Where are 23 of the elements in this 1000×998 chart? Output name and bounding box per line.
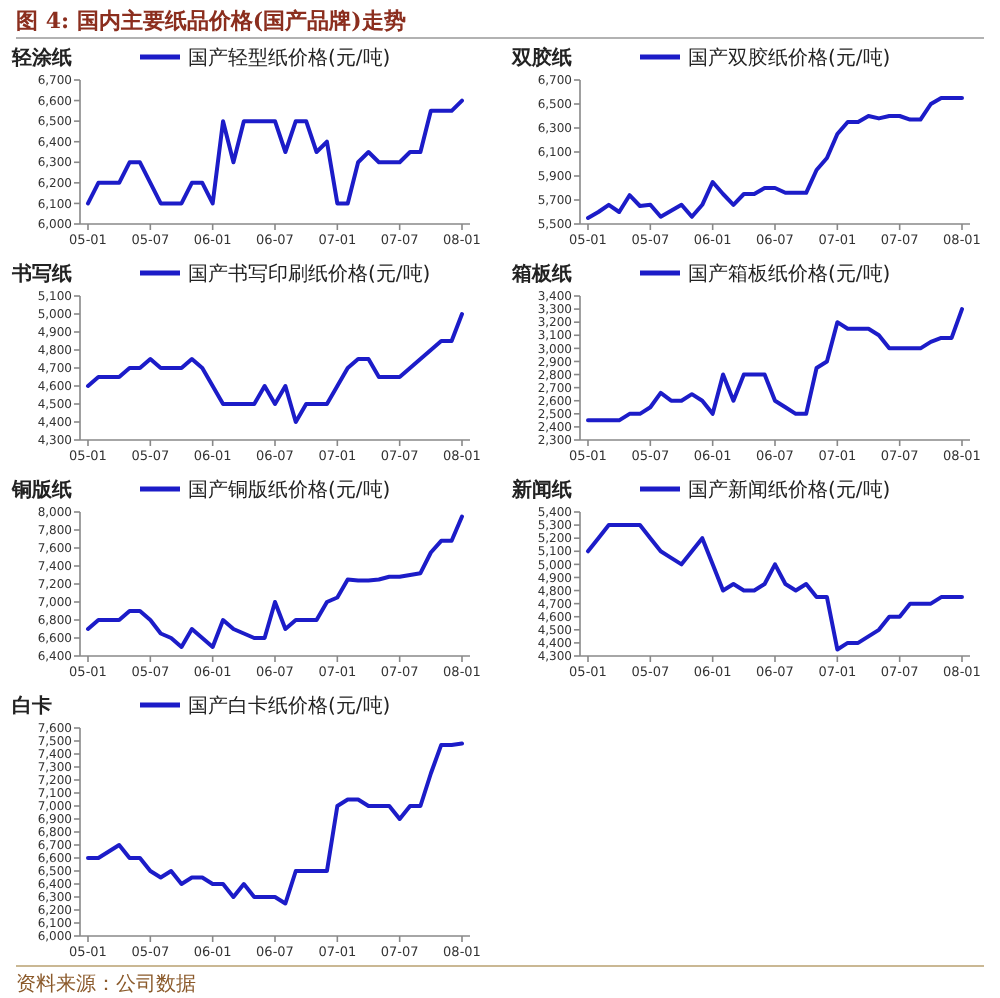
chart-title: 双胶纸 xyxy=(510,46,572,70)
line-series xyxy=(586,96,964,220)
legend-label: 国产箱板纸价格(元/吨) xyxy=(688,262,891,286)
line-series xyxy=(86,514,464,649)
chart-title: 白卡 xyxy=(12,694,52,718)
line-series xyxy=(86,741,464,906)
line-series xyxy=(586,307,964,423)
text: 资料来源：公司数据 xyxy=(16,972,196,996)
legend-label: 国产白卡纸价格(元/吨) xyxy=(188,694,391,718)
line-series xyxy=(86,98,464,206)
chart-title: 轻涂纸 xyxy=(10,46,72,70)
legend-label: 国产铜版纸价格(元/吨) xyxy=(188,478,391,502)
legend-label: 国产轻型纸价格(元/吨) xyxy=(188,46,391,70)
legend-label: 国产新闻纸价格(元/吨) xyxy=(688,478,891,502)
chart-title: 铜版纸 xyxy=(10,478,72,502)
line-series xyxy=(586,523,964,652)
chart-title: 书写纸 xyxy=(10,262,72,286)
chart-title: 新闻纸 xyxy=(510,478,572,502)
legend-label: 国产双胶纸价格(元/吨) xyxy=(688,46,891,70)
line-series xyxy=(86,312,464,424)
chart-title: 箱板纸 xyxy=(510,262,572,286)
legend-label: 国产书写印刷纸价格(元/吨) xyxy=(188,262,431,286)
text: 图 4: 国内主要纸品价格(国产品牌)走势 xyxy=(16,8,406,34)
